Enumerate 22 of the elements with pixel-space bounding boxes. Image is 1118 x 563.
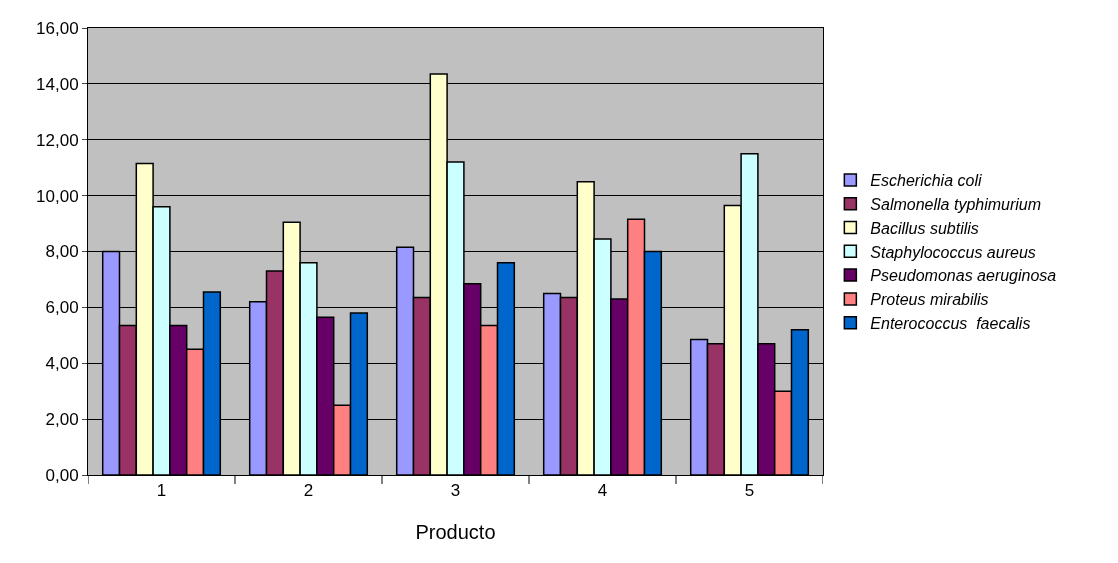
legend-label: Staphylococcus aureus xyxy=(870,243,1036,261)
x-tick-label: 5 xyxy=(744,481,755,501)
y-tick-label: 14,00 xyxy=(36,74,79,94)
y-tick-label: 6,00 xyxy=(45,298,79,318)
y-tick-label: 2,00 xyxy=(45,410,79,430)
legend-label: Proteus mirabilis xyxy=(870,291,989,309)
x-tick-label: 1 xyxy=(156,481,167,501)
x-tick-label: 4 xyxy=(597,481,608,501)
y-tick-label: 8,00 xyxy=(45,242,79,262)
x-tick-label: 3 xyxy=(450,481,461,501)
legend-label: Enterococcus faecalis xyxy=(870,314,1031,332)
y-tick-label: 16,00 xyxy=(36,18,79,38)
y-tick-label: 10,00 xyxy=(36,186,79,206)
legend-label: Salmonella typhimurium xyxy=(870,195,1042,213)
x-tick-label: 2 xyxy=(303,481,314,501)
legend-label: Bacillus subtilis xyxy=(870,219,979,237)
y-tick-label: 4,00 xyxy=(45,354,79,374)
legend-label: Pseudomonas aeruginosa xyxy=(870,267,1057,285)
x-axis-title: Producto xyxy=(415,520,496,543)
y-tick-label: 12,00 xyxy=(36,130,79,150)
y-tick-label: 0,00 xyxy=(45,465,79,485)
legend-label: Escherichia coli xyxy=(870,172,982,190)
